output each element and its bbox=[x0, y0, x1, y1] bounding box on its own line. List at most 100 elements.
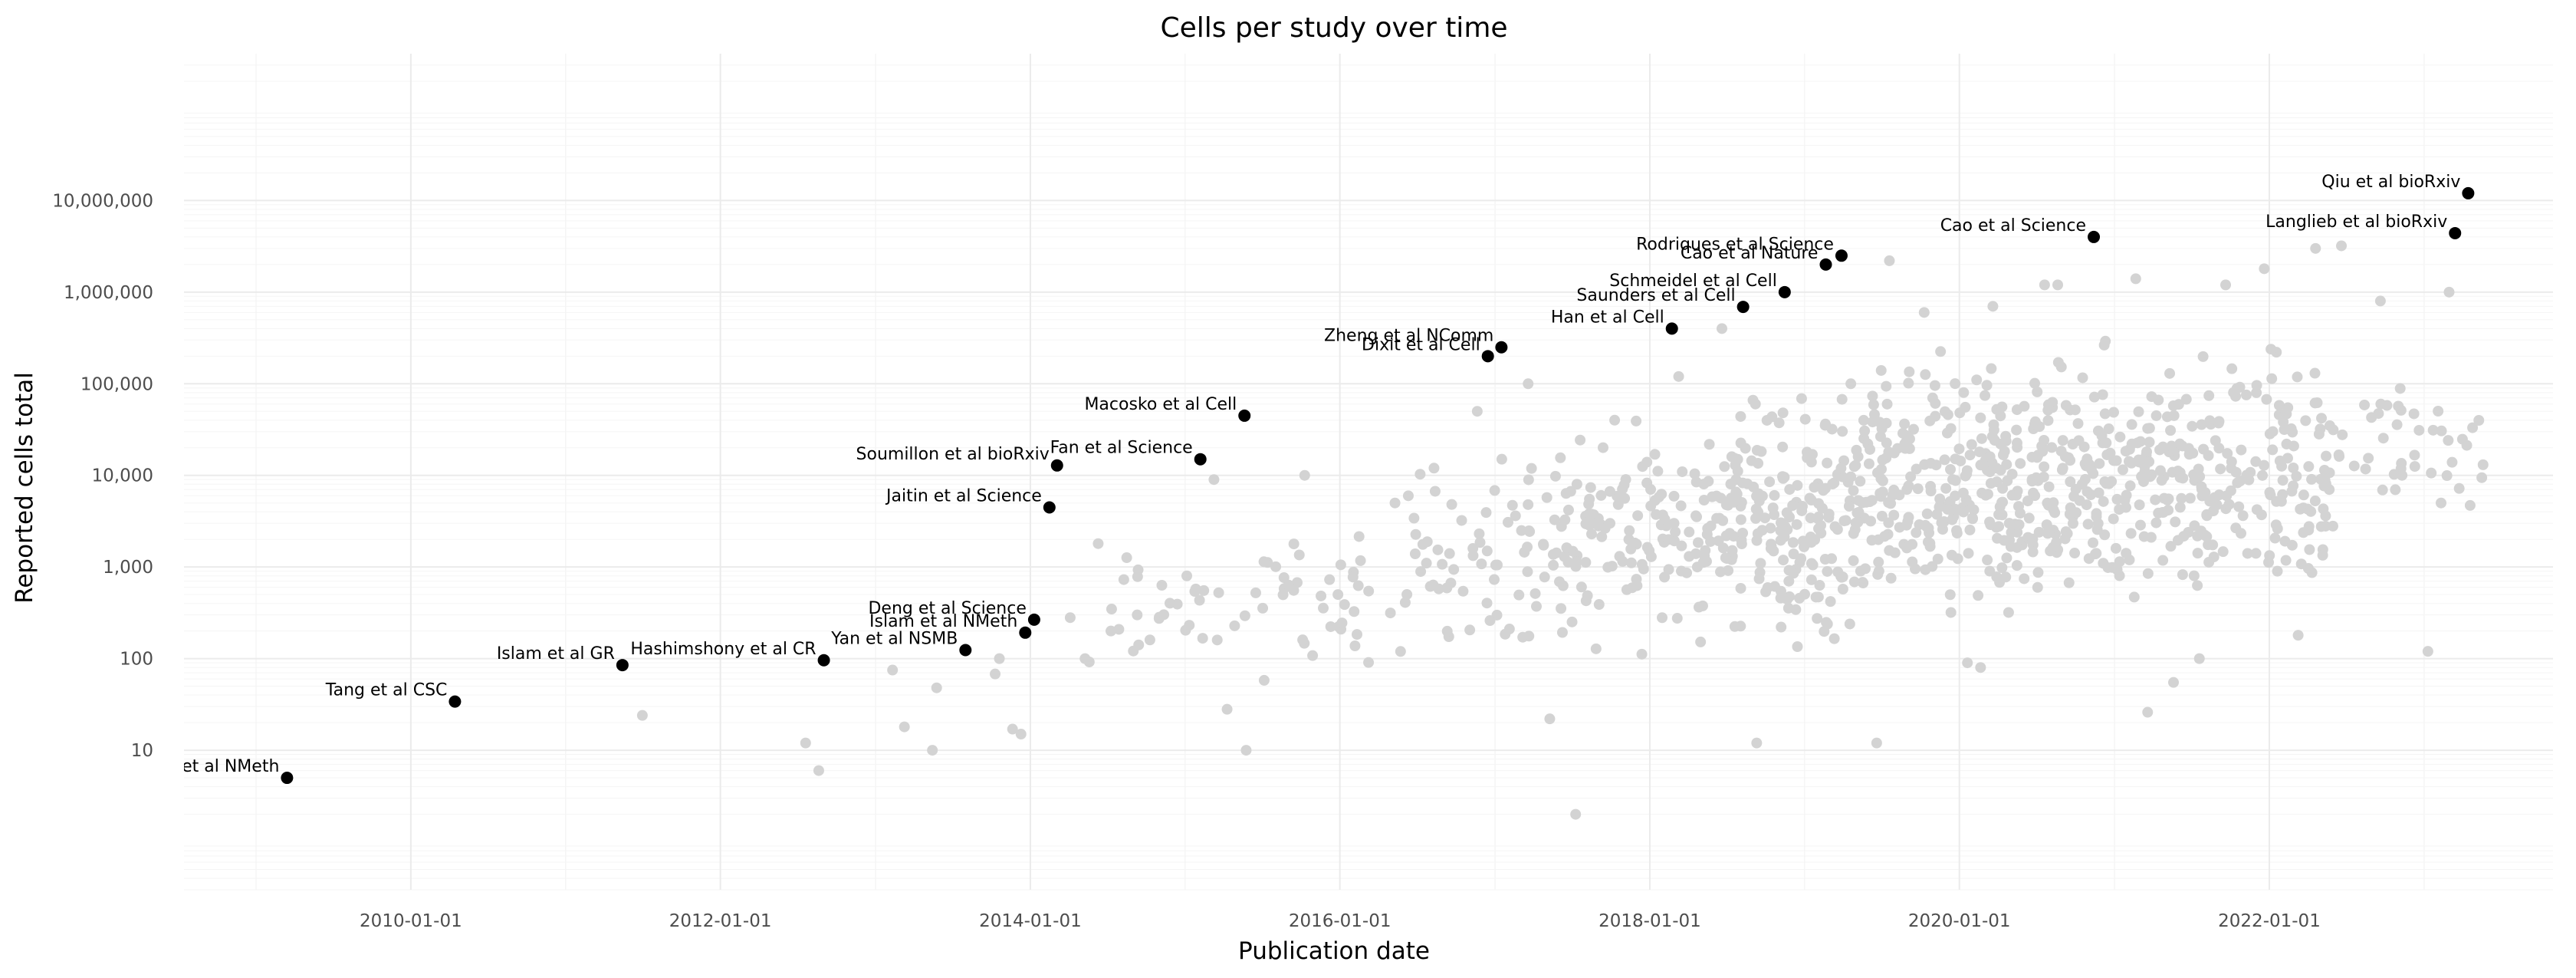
background-point bbox=[1753, 573, 1765, 584]
background-point bbox=[1994, 577, 2006, 588]
background-point bbox=[1996, 401, 2008, 413]
background-point bbox=[2241, 469, 2252, 481]
background-point bbox=[1920, 519, 1931, 531]
background-point bbox=[1197, 633, 1208, 644]
highlight-label: Islam et al GR bbox=[497, 644, 615, 664]
background-point bbox=[2196, 419, 2207, 430]
background-point bbox=[1883, 517, 1894, 529]
background-point bbox=[1859, 563, 1871, 575]
background-point bbox=[813, 765, 824, 776]
background-point bbox=[1868, 399, 1879, 410]
background-point bbox=[2063, 577, 2075, 588]
background-point bbox=[1822, 565, 1833, 577]
background-point bbox=[1560, 488, 1572, 499]
background-point bbox=[1735, 621, 1746, 632]
background-point bbox=[2203, 539, 2214, 551]
background-point bbox=[1835, 463, 1847, 474]
background-point bbox=[1944, 589, 1956, 601]
background-point bbox=[2083, 459, 2095, 470]
background-point bbox=[2154, 465, 2166, 476]
background-point bbox=[1716, 323, 1727, 334]
background-point bbox=[2150, 410, 2162, 421]
background-point bbox=[1981, 380, 1993, 391]
background-point bbox=[2291, 470, 2302, 482]
background-point bbox=[1947, 514, 1958, 525]
background-point bbox=[1865, 443, 1876, 455]
background-point bbox=[2101, 437, 2112, 449]
background-point bbox=[2233, 501, 2245, 512]
background-point bbox=[1855, 476, 1866, 487]
background-point bbox=[1441, 582, 1453, 594]
background-point bbox=[2081, 499, 2092, 511]
background-point bbox=[1421, 558, 1432, 569]
background-point bbox=[1984, 565, 1996, 577]
background-point bbox=[2280, 555, 2292, 566]
background-point bbox=[1848, 485, 1859, 496]
background-point bbox=[1778, 555, 1789, 566]
background-point bbox=[1881, 380, 1892, 392]
background-point bbox=[1995, 410, 2006, 422]
background-point bbox=[1118, 574, 1129, 585]
background-point bbox=[1750, 512, 1762, 524]
background-point bbox=[1441, 625, 1453, 637]
background-point bbox=[2011, 424, 2022, 436]
background-point bbox=[2192, 580, 2203, 591]
background-point bbox=[1975, 662, 1986, 673]
background-point bbox=[2108, 513, 2119, 525]
x-tick-label: 2010-01-01 bbox=[360, 911, 462, 931]
background-point bbox=[1523, 499, 1534, 510]
background-point bbox=[2019, 400, 2030, 412]
background-point bbox=[1582, 590, 1593, 601]
background-point bbox=[1240, 745, 1252, 756]
background-point bbox=[1937, 516, 1949, 528]
background-point bbox=[2136, 471, 2147, 482]
background-point bbox=[1402, 490, 1414, 502]
background-point bbox=[1668, 490, 1680, 502]
background-point bbox=[1636, 648, 1648, 660]
background-point bbox=[2110, 542, 2121, 554]
background-point bbox=[1806, 449, 1818, 460]
background-point bbox=[1997, 482, 2009, 494]
background-point bbox=[1409, 548, 1421, 559]
background-point bbox=[2443, 435, 2454, 446]
background-point bbox=[1945, 464, 1957, 476]
background-point bbox=[2130, 273, 2141, 285]
background-point bbox=[1819, 420, 1831, 431]
background-point bbox=[1951, 528, 1963, 539]
highlight-point bbox=[616, 659, 629, 672]
background-point bbox=[1339, 599, 1350, 611]
background-point bbox=[1657, 509, 1668, 521]
background-point bbox=[1941, 427, 1953, 439]
background-point bbox=[1480, 507, 1492, 519]
background-point bbox=[1750, 398, 1761, 410]
background-point bbox=[2348, 460, 2360, 472]
background-point bbox=[2098, 339, 2110, 351]
background-point bbox=[1332, 589, 1344, 601]
background-point bbox=[2043, 481, 2055, 492]
background-point bbox=[1940, 482, 1952, 494]
highlight-point bbox=[1495, 341, 1508, 354]
background-point bbox=[2033, 526, 2045, 538]
background-point bbox=[1705, 520, 1717, 532]
y-tick-label: 1,000 bbox=[103, 558, 153, 578]
background-point bbox=[1806, 558, 1817, 569]
background-point bbox=[2047, 542, 2058, 553]
background-point bbox=[1810, 591, 1822, 603]
highlight-point bbox=[1835, 249, 1848, 262]
background-point bbox=[1967, 513, 1979, 525]
background-point bbox=[1907, 556, 1918, 568]
background-point bbox=[1697, 557, 1709, 568]
background-point bbox=[2077, 372, 2088, 384]
background-point bbox=[2102, 561, 2114, 573]
background-point bbox=[1353, 531, 1365, 542]
background-point bbox=[800, 737, 811, 749]
background-point bbox=[2476, 472, 2488, 483]
background-point bbox=[1481, 545, 1493, 557]
background-point bbox=[1523, 631, 1535, 642]
background-point bbox=[1790, 604, 1802, 615]
highlight-label: Macosko et al Cell bbox=[1084, 395, 1237, 414]
background-point bbox=[1503, 624, 1515, 635]
background-point bbox=[1901, 542, 1913, 554]
background-point bbox=[1644, 545, 1655, 556]
background-point bbox=[1777, 407, 1789, 419]
